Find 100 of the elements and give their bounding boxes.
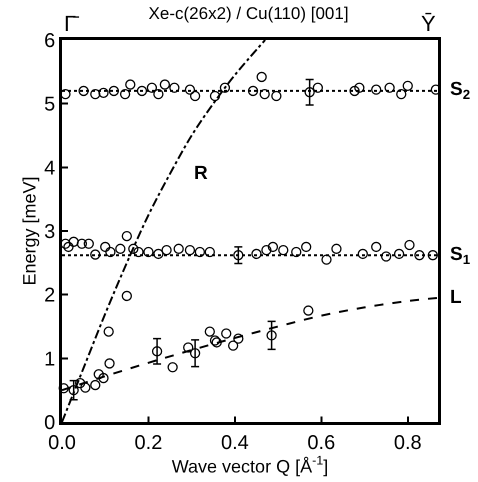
point: [75, 378, 86, 388]
point: [371, 242, 382, 252]
chart-title: Xe-c(26x2) / Cu(110) [001]: [148, 4, 349, 24]
point: [152, 346, 162, 356]
y-tick-label: 0: [44, 412, 56, 434]
series-label: S$_{2}$: [450, 79, 470, 102]
point: [184, 244, 196, 256]
point: [183, 342, 194, 353]
point: [266, 330, 277, 341]
point: [371, 84, 382, 95]
point: [301, 242, 312, 252]
point: [190, 348, 200, 358]
point: [167, 362, 178, 372]
point: [396, 88, 406, 100]
point: [128, 244, 138, 254]
point: [221, 328, 232, 339]
point: [98, 88, 109, 98]
point: [98, 372, 109, 384]
point: [184, 84, 196, 95]
point: [120, 88, 130, 100]
point: [404, 240, 415, 250]
series-label: R: [194, 163, 208, 184]
point: [125, 79, 136, 90]
point: [76, 238, 88, 249]
point: [278, 244, 288, 256]
point: [90, 249, 100, 260]
point: [312, 82, 323, 93]
point: [331, 244, 342, 254]
series-label: L: [450, 287, 462, 308]
point: [190, 90, 200, 102]
point: [104, 358, 115, 369]
point: [233, 333, 244, 344]
point: [136, 86, 148, 96]
point: [268, 242, 278, 252]
x-tick-label: 0.0: [48, 432, 76, 454]
point: [160, 79, 170, 90]
point: [68, 385, 79, 396]
point: [84, 238, 94, 249]
point: [63, 242, 74, 252]
point: [271, 90, 282, 102]
point: [358, 248, 368, 260]
point: [58, 383, 69, 394]
point: [174, 244, 184, 254]
point: [78, 86, 89, 96]
point: [204, 326, 215, 337]
y-tick-label: 6: [44, 30, 56, 52]
point: [122, 290, 132, 302]
point: [90, 88, 100, 100]
point: [153, 248, 164, 260]
point: [115, 244, 126, 254]
point: [248, 86, 258, 96]
series-label: S$_{1}$: [450, 244, 471, 267]
point: [228, 340, 238, 351]
point: [321, 254, 332, 265]
point: [233, 250, 244, 260]
y-tick-label: 5: [44, 94, 56, 116]
point: [105, 246, 116, 258]
point: [261, 244, 272, 256]
point: [100, 242, 110, 252]
x-tick-label: 0.8: [394, 432, 422, 454]
y-axis-title: Energy [meV]: [19, 176, 40, 286]
point: [304, 87, 315, 98]
y-tick-label: 3: [44, 221, 56, 243]
point: [90, 380, 100, 390]
point: [428, 250, 438, 260]
x-axis-title: Wave vector Q [Å$^{-1}$]: [172, 454, 328, 476]
point: [380, 251, 392, 262]
point: [68, 236, 79, 247]
point: [354, 82, 364, 93]
x-tick-label: 0.2: [134, 432, 162, 454]
y-tick-label: 4: [44, 157, 56, 180]
point: [80, 382, 90, 393]
point: [169, 82, 180, 93]
x-tick-label: 0.4: [220, 432, 249, 454]
point: [104, 326, 114, 337]
point: [260, 88, 270, 100]
point: [146, 82, 158, 93]
point: [251, 248, 262, 260]
point: [220, 82, 230, 93]
point: [303, 305, 314, 316]
y-tick-label: 1: [44, 348, 56, 370]
point: [108, 86, 120, 96]
point: [194, 246, 206, 258]
point: [133, 246, 144, 258]
text: Γ̄: [64, 11, 80, 36]
y-tick-label: 2: [44, 284, 56, 307]
point: [256, 72, 267, 82]
x-tick-label: 0.6: [307, 432, 336, 454]
point: [414, 250, 425, 260]
point: [161, 244, 172, 256]
point: [291, 246, 302, 258]
point: [153, 88, 164, 100]
point: [94, 369, 104, 380]
point: [384, 82, 395, 93]
point: [204, 246, 215, 258]
point: [349, 86, 360, 96]
point: [394, 248, 404, 260]
text: Ȳ: [421, 11, 436, 36]
point: [122, 230, 132, 242]
point: [402, 80, 413, 91]
